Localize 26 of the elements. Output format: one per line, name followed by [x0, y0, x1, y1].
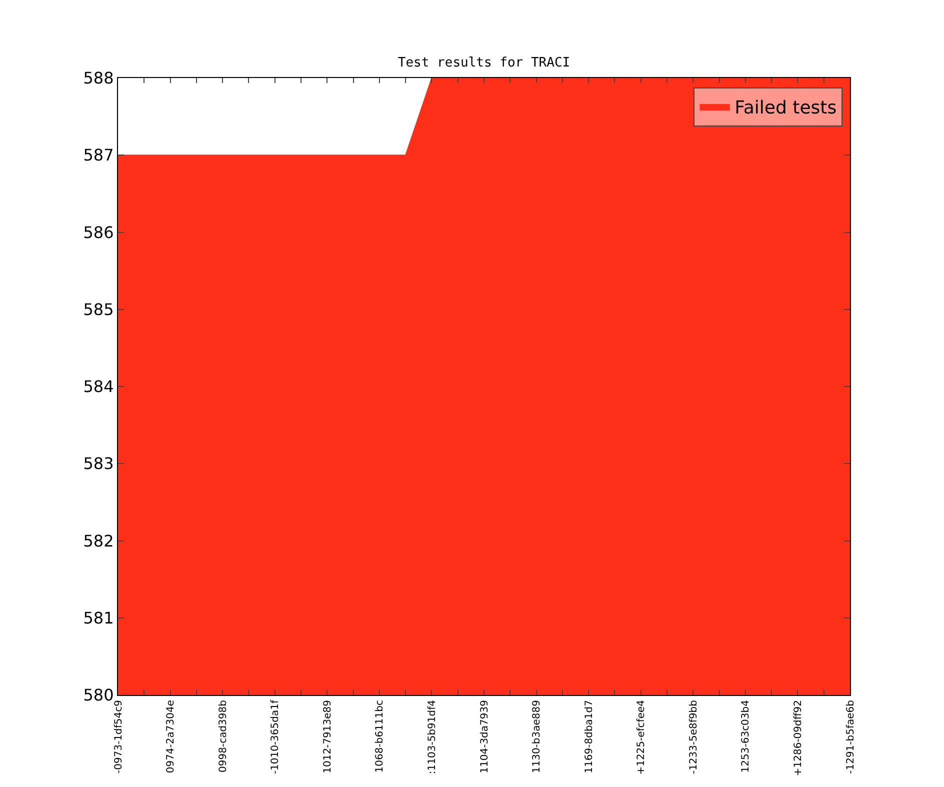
x-tick-label: +1286-09dff92	[792, 700, 804, 776]
y-tick-label: 584	[83, 377, 114, 396]
x-tick-label: :1103-5b91df4	[426, 700, 438, 774]
y-tick-label: 587	[83, 146, 114, 165]
x-tick-label: 1169-8dba1d7	[584, 700, 595, 774]
x-tick-label: 1068-b6111bc	[374, 700, 386, 773]
y-tick-label: 583	[83, 454, 114, 474]
x-tick-label: 0974-2a7304e	[166, 700, 177, 774]
y-tick-label: 586	[83, 222, 114, 242]
x-tick-label: 1253-63c03b4	[740, 700, 752, 773]
x-tick-label: 1130-b3ae889	[532, 700, 543, 774]
y-tick-label: 585	[83, 300, 114, 319]
y-tick-label: 580	[83, 686, 114, 705]
x-tick-label: 0998-cad398b	[218, 700, 229, 772]
x-tick-label: -1233-5e8f9bb	[688, 700, 700, 774]
legend-label: Failed tests	[734, 97, 837, 118]
y-tick-label: 582	[83, 531, 114, 550]
x-tick-label: +1225-efcfee4	[636, 700, 648, 775]
x-tick-label: -0973-1df54c9	[113, 700, 124, 774]
y-tick-label: 581	[83, 608, 114, 628]
y-tick-label: 588	[83, 68, 114, 88]
x-tick-label: 1012-7913e89	[322, 700, 334, 774]
x-tick-label: -1291-b5fae6b	[845, 700, 856, 774]
x-tick-label: 1104-3da7939	[479, 700, 490, 774]
chart-title: Test results for TRACI	[398, 56, 570, 71]
x-tick-label: -1010-365da1f	[270, 700, 282, 774]
